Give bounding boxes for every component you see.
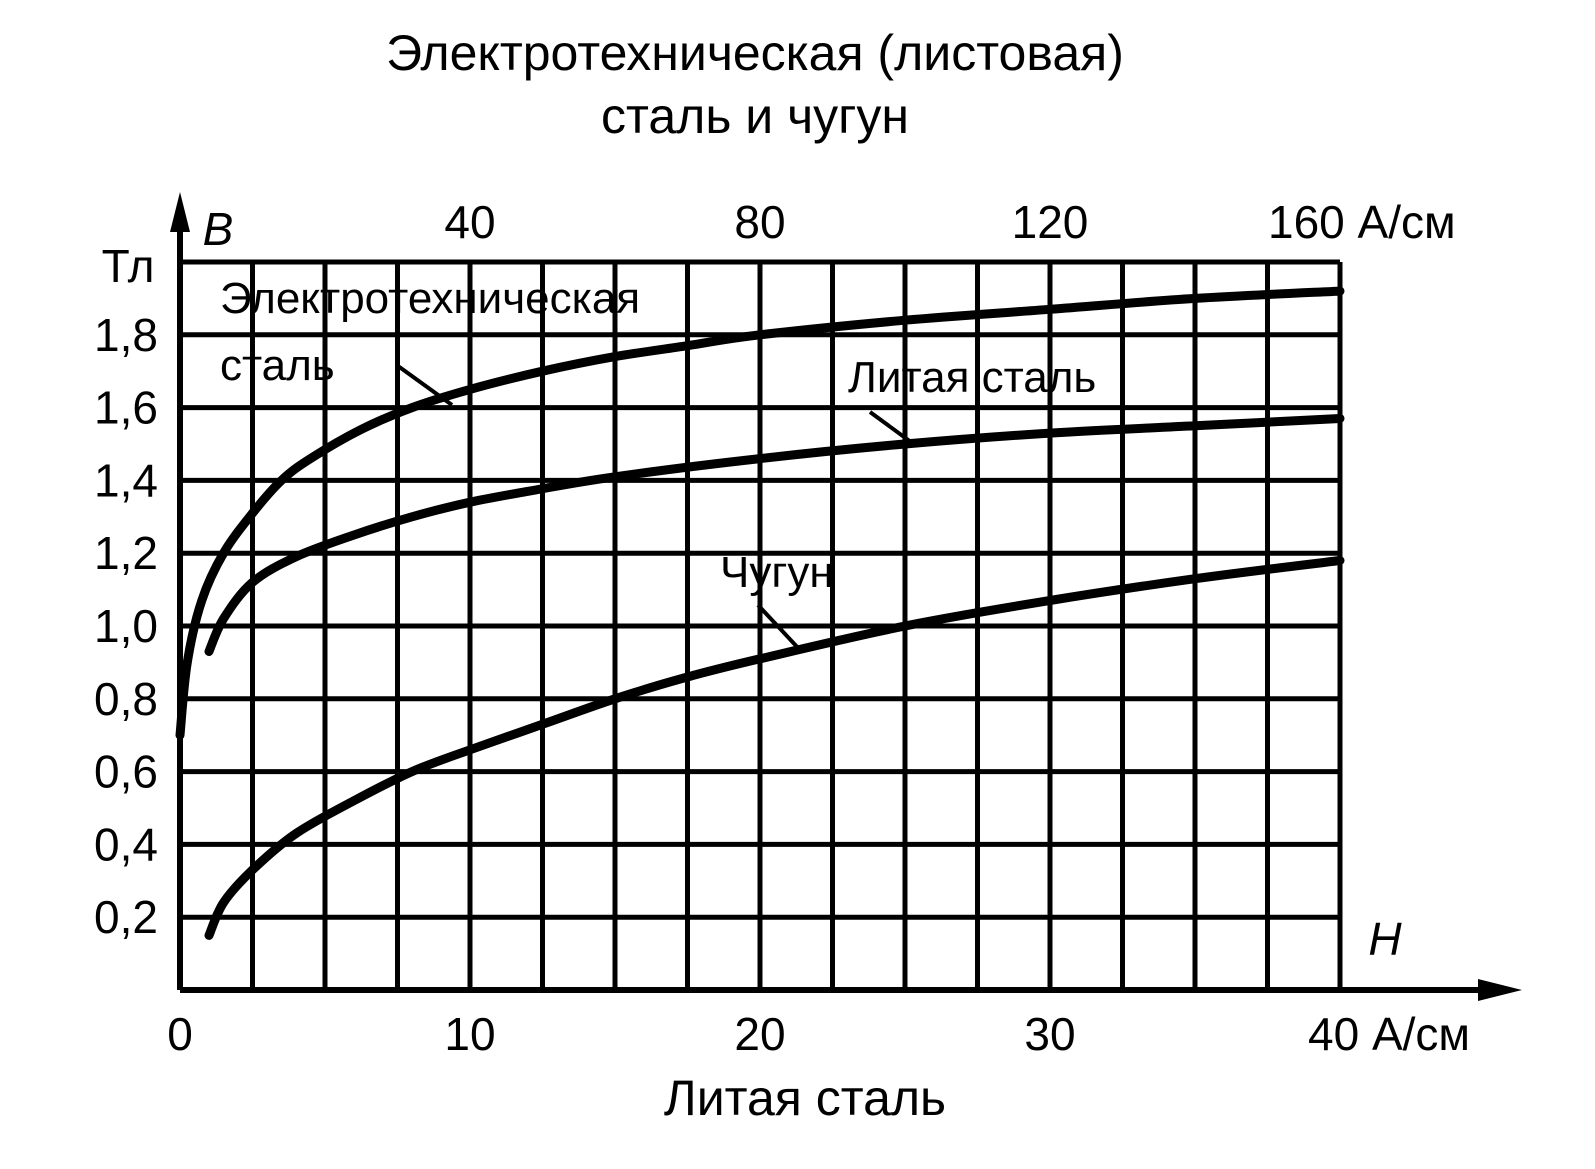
x-bottom-axis-label: Литая сталь	[664, 1070, 946, 1126]
axes	[170, 192, 1522, 1001]
y-tick-label: 1,4	[94, 454, 158, 506]
x-bottom-tick-label: 40 А/см	[1308, 1008, 1470, 1060]
x-bottom-tick-label: 0	[167, 1008, 193, 1060]
leader-line	[756, 603, 802, 652]
y-axis-unit: Тл	[102, 240, 155, 292]
label-cast-iron: Чугун	[720, 548, 834, 597]
x-top-tick-label: 40	[444, 196, 495, 248]
y-tick-label: 1,6	[94, 382, 158, 434]
x-axis-symbol: H	[1368, 913, 1402, 965]
chart-title-line-1: Электротехническая (листовая)	[386, 25, 1124, 81]
chart-title-line-2: сталь и чугун	[601, 88, 909, 144]
y-tick-label: 0,8	[94, 673, 158, 725]
x-bottom-tick-label: 10	[444, 1008, 495, 1060]
label-cast-steel: Литая сталь	[848, 353, 1096, 402]
leader-line	[868, 410, 917, 447]
series-cast-iron	[204, 556, 1345, 940]
y-tick-label: 1,8	[94, 309, 158, 361]
label-electrical-steel-line-1: Электротехническая	[220, 274, 640, 323]
leader-line	[396, 364, 454, 407]
x-top-tick-label: 120	[1012, 196, 1089, 248]
y-tick-label: 1,2	[94, 527, 158, 579]
y-axis-symbol: B	[203, 203, 234, 255]
y-tick-label: 1,0	[94, 600, 158, 652]
y-tick-label: 0,4	[94, 818, 158, 870]
chart-title: Электротехническая (листовая) сталь и чу…	[386, 25, 1124, 144]
series-electrical-steel	[175, 286, 1345, 740]
y-tick-label: 0,6	[94, 746, 158, 798]
x-axis-arrow	[1478, 979, 1522, 1001]
series-labels: Электротехническая сталь Литая сталь Чуг…	[220, 274, 1096, 597]
grid	[180, 259, 1343, 990]
leader-lines	[396, 364, 917, 652]
series-cast-steel	[204, 414, 1345, 656]
y-tick-labels: 0,2 0,4 0,6 0,8 1,0 1,2 1,4 1,6 1,8	[94, 309, 158, 943]
x-bottom-tick-label: 20	[734, 1008, 785, 1060]
label-electrical-steel-line-2: сталь	[220, 341, 335, 390]
x-top-tick-labels: 40 80 120 160 А/см	[444, 196, 1455, 248]
x-top-tick-label: 80	[734, 196, 785, 248]
y-axis-arrow	[170, 192, 190, 232]
series-group	[175, 286, 1345, 940]
x-top-tick-label: 160 А/см	[1268, 196, 1456, 248]
x-bottom-tick-label: 30	[1024, 1008, 1075, 1060]
x-bottom-tick-labels: 0 10 20 30 40 А/см	[167, 1008, 1470, 1060]
y-tick-label: 0,2	[94, 891, 158, 943]
